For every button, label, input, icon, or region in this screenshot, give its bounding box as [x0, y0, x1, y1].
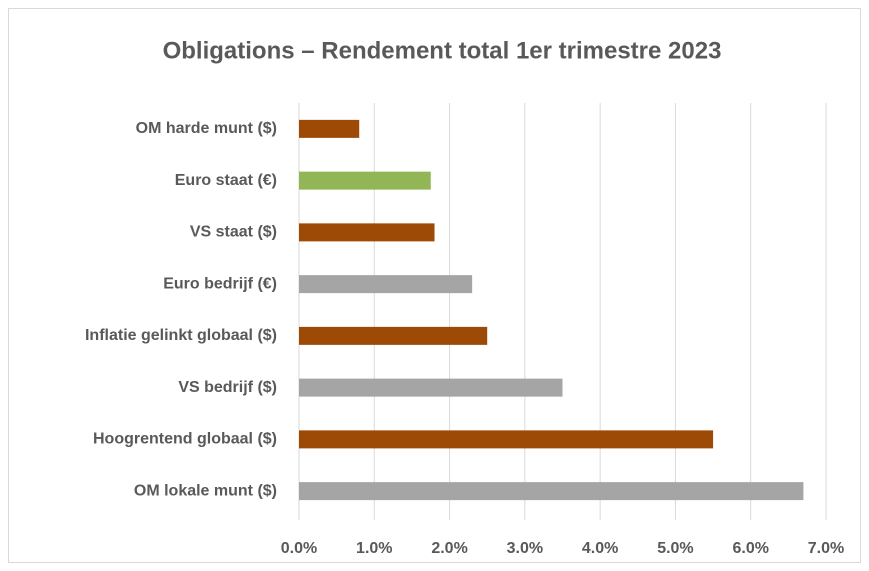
chart-title: Obligations – Rendement total 1er trimes… — [163, 37, 722, 64]
y-tick-label: Euro staat (€) — [175, 172, 277, 189]
x-tick-label: 5.0% — [657, 540, 693, 557]
bar — [299, 378, 563, 397]
y-tick-label: Euro bedrijf (€) — [163, 275, 277, 292]
y-tick-label: OM harde munt ($) — [136, 120, 277, 137]
y-tick-label: VS bedrijf ($) — [178, 379, 277, 396]
x-tick-label: 1.0% — [356, 540, 392, 557]
y-tick-label: Hoogrentend globaal ($) — [93, 431, 277, 448]
x-tick-label: 0.0% — [281, 540, 317, 557]
y-tick-label: Inflatie gelinkt globaal ($) — [85, 327, 277, 344]
bar — [299, 430, 714, 449]
bar — [299, 326, 488, 345]
bar — [299, 223, 435, 242]
x-tick-label: 3.0% — [507, 540, 543, 557]
bar — [299, 119, 360, 138]
x-tick-label: 7.0% — [808, 540, 844, 557]
bar — [299, 482, 804, 501]
y-tick-label: VS staat ($) — [190, 224, 277, 241]
x-tick-label: 6.0% — [732, 540, 768, 557]
y-tick-label: OM lokale munt ($) — [134, 482, 277, 499]
bar — [299, 275, 473, 294]
bar — [299, 171, 431, 190]
x-tick-label: 2.0% — [431, 540, 467, 557]
x-tick-label: 4.0% — [582, 540, 618, 557]
